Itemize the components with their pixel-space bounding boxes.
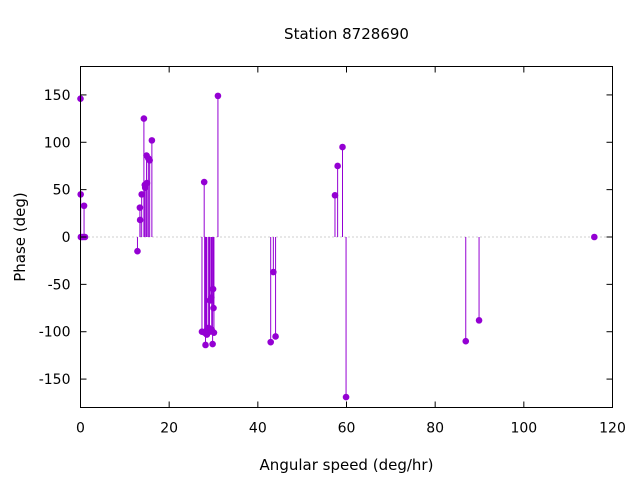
data-point [272, 333, 279, 340]
data-point [214, 92, 222, 100]
data-point [475, 317, 483, 324]
y-tick-label: 150 [44, 88, 71, 104]
y-tick-label: 0 [62, 230, 71, 246]
data-point [210, 329, 218, 336]
y-axis: -150 -100 -50 0 50 100 150 [39, 88, 613, 388]
x-axis-title: Angular speed (deg/hr) [260, 456, 434, 474]
y-axis-title: Phase (deg) [11, 192, 29, 282]
x-tick-label: 40 [249, 421, 267, 437]
data-point [148, 137, 156, 144]
data-point [339, 143, 346, 151]
x-tick-label: 120 [599, 421, 626, 437]
x-tick-label: 100 [510, 421, 537, 437]
y-tick-label: -100 [39, 325, 71, 341]
data-point [146, 156, 153, 164]
data-point [134, 247, 141, 255]
data-point [591, 233, 598, 241]
data-point [202, 341, 209, 349]
data-point [136, 204, 144, 211]
x-tick-label: 0 [76, 421, 85, 437]
data-point [80, 202, 88, 210]
data-point [462, 337, 470, 345]
data-point [140, 115, 148, 122]
data-point [138, 191, 145, 198]
data-point [200, 178, 208, 186]
data-point [334, 162, 341, 170]
y-tick-label: 100 [44, 135, 71, 151]
y-tick-label: -150 [39, 372, 71, 388]
plot-area [77, 92, 613, 401]
data-point [267, 338, 274, 346]
data-point [270, 268, 277, 276]
y-tick-label: 50 [53, 183, 71, 199]
data-point [342, 393, 350, 401]
data-point [136, 216, 144, 224]
x-tick-label: 80 [426, 421, 444, 437]
data-point [331, 192, 339, 199]
x-tick-label: 20 [160, 421, 178, 437]
chart-title: Station 8728690 [284, 25, 409, 43]
data-point [209, 340, 216, 348]
x-axis: 0 20 40 60 80 100 120 [76, 66, 626, 437]
x-tick-label: 60 [338, 421, 356, 437]
y-tick-label: -50 [48, 277, 71, 293]
